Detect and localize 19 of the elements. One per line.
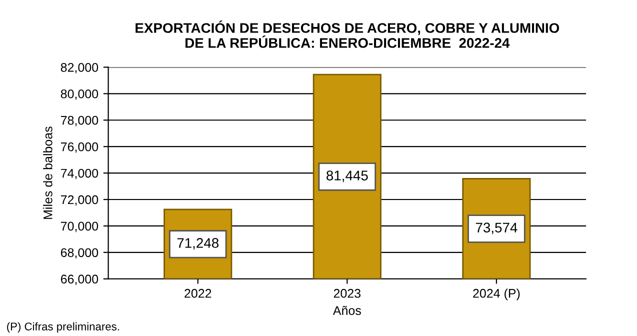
x-axis-title: Años xyxy=(332,306,361,315)
x-tick-label: 2023 xyxy=(334,288,361,298)
chart-title: EXPORTACIÓN DE DESECHOS DE ACERO, COBRE Y ALUMINIO DE LA REPÚBLICA: ENERO-DICIEMBRE 2022-24 xyxy=(136,20,560,48)
y-tick-label: 78,000 xyxy=(60,116,98,126)
text: (P) Cifras preliminares. xyxy=(7,322,119,333)
data-label: 73,574 xyxy=(476,222,518,234)
x-tick-label: 2022 xyxy=(184,288,212,298)
y-tick-label: 72,000 xyxy=(60,195,98,206)
y-tick-label: 82,000 xyxy=(60,63,98,74)
y-tick-label: 66,000 xyxy=(60,274,98,286)
data-label: 81,445 xyxy=(326,170,368,182)
y-axis-title: Miles de balboas xyxy=(43,126,52,219)
data-label: 71,248 xyxy=(177,238,219,250)
y-tick-label: 70,000 xyxy=(60,222,98,232)
y-tick-label: 74,000 xyxy=(60,168,98,180)
y-tick-label: 76,000 xyxy=(60,142,98,153)
y-tick-label: 68,000 xyxy=(60,248,98,259)
x-tick-label: 2024 (P) xyxy=(473,288,520,300)
y-tick-label: 80,000 xyxy=(60,89,98,100)
